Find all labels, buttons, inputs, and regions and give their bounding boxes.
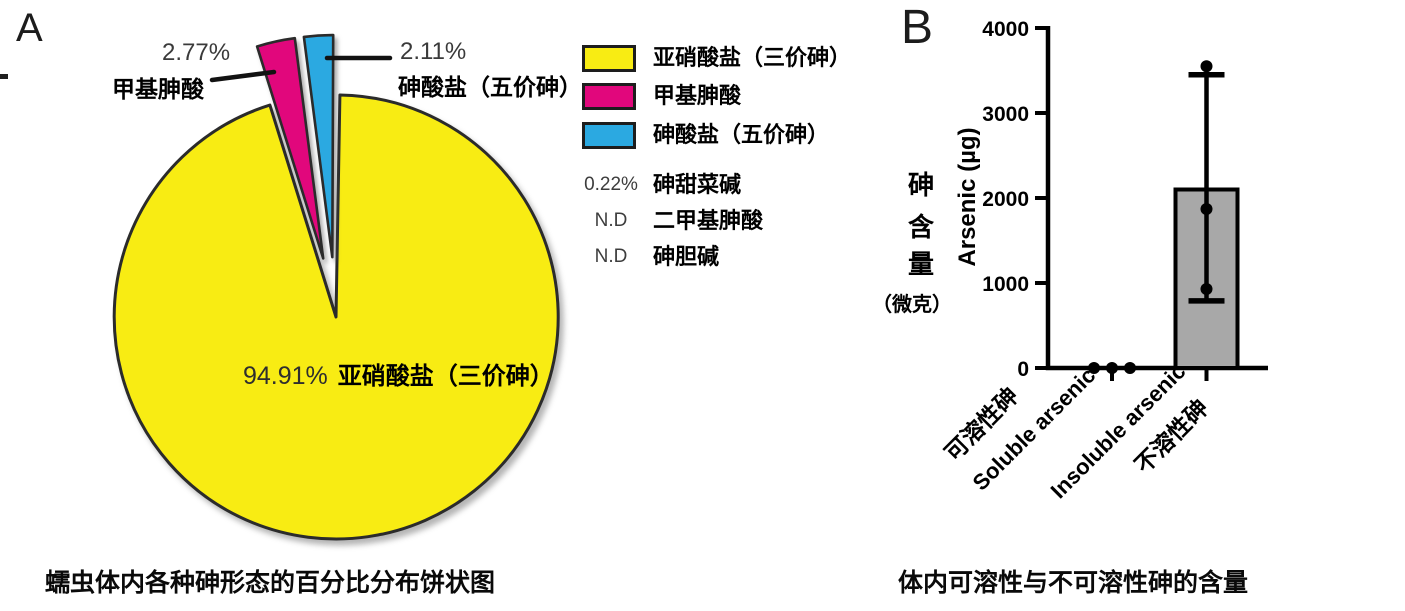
legend-item-arsenate: 砷酸盐（五价砷） xyxy=(582,121,829,149)
y-tick-label: 2000 xyxy=(982,188,1029,211)
legend-swatch-methyl xyxy=(582,82,636,110)
panel-a-caption: 蠕虫体内各种砷形态的百分比分布饼状图 xyxy=(45,569,496,597)
panel-a-label: A xyxy=(16,6,44,50)
y-tick-label: 0 xyxy=(1017,358,1029,381)
data-point xyxy=(1200,60,1213,73)
bar-insoluble xyxy=(1173,187,1240,370)
y-tick-label: 3000 xyxy=(982,103,1029,126)
pie-slice-methyl xyxy=(255,36,325,260)
legend-swatch-arsenite xyxy=(582,44,636,72)
y-tick-label: 4000 xyxy=(982,18,1029,41)
legend-label-dma: 二甲基胂酸 xyxy=(653,208,764,233)
legend-label-betaine: 砷甜菜碱 xyxy=(653,172,742,197)
bar-chart: 0 1000 2000 3000 4000 xyxy=(982,18,1268,381)
y-tick-label: 1000 xyxy=(982,273,1029,296)
legend-item-dma: N.D 二甲基胂酸 xyxy=(582,208,763,234)
legend-label-arsenite: 亚硝酸盐（三价砷） xyxy=(653,45,852,70)
legend-value-dma: N.D xyxy=(594,210,628,231)
y-axis-label-en: Arsenic (µg) xyxy=(954,127,981,267)
pie-inner-name: 亚硝酸盐（三价砷） xyxy=(337,363,554,390)
y-axis-label-cn-char2: 含 xyxy=(907,212,934,242)
legend-label-arsenocholine: 砷胆碱 xyxy=(653,244,720,269)
y-axis-label-cn-char1: 砷 xyxy=(907,170,934,200)
axis-lines xyxy=(1045,26,1268,371)
legend-swatch-arsenate xyxy=(582,121,636,149)
legend-item-arsenite: 亚硝酸盐（三价砷） xyxy=(582,44,851,72)
edge-mark xyxy=(0,74,8,79)
pie-callout-arsenate-pct: 2.11% xyxy=(400,38,467,65)
pie-callout-methyl-name: 甲基胂酸 xyxy=(112,76,204,102)
panel-b-label: B xyxy=(901,1,935,54)
legend-label-arsenate: 砷酸盐（五价砷） xyxy=(653,122,830,147)
callout-line-methyl xyxy=(209,69,277,83)
panel-b-caption: 体内可溶性与不可溶性砷的含量 xyxy=(898,569,1249,597)
legend-item-arsenocholine: N.D 砷胆碱 xyxy=(582,244,719,270)
legend-item-methyl: 甲基胂酸 xyxy=(582,82,741,110)
data-point xyxy=(1124,362,1136,374)
pie-slice-arsenate xyxy=(302,33,335,259)
pie-slice-arsenite xyxy=(112,93,560,541)
pie-callout-arsenate-name: 砷酸盐（五价砷） xyxy=(398,74,582,100)
pie-inner-label: 94.91% 亚硝酸盐（三价砷） xyxy=(243,356,554,391)
legend-label-methyl: 甲基胂酸 xyxy=(653,83,742,108)
y-axis-label-cn-unit: （微克） xyxy=(872,294,952,316)
pie-callout-methyl-pct: 2.77% xyxy=(162,39,231,66)
y-axis-label-cn-char3: 量 xyxy=(907,249,934,279)
legend-item-betaine: 0.22% 砷甜菜碱 xyxy=(582,172,741,198)
data-point xyxy=(1200,203,1213,216)
data-point xyxy=(1200,282,1213,295)
legend-value-betaine: 0.22% xyxy=(584,174,638,195)
data-point xyxy=(1106,362,1118,374)
legend-value-arsenocholine: N.D xyxy=(594,246,628,267)
pie-inner-pct: 94.91% xyxy=(243,362,328,390)
pie-chart xyxy=(112,33,560,541)
